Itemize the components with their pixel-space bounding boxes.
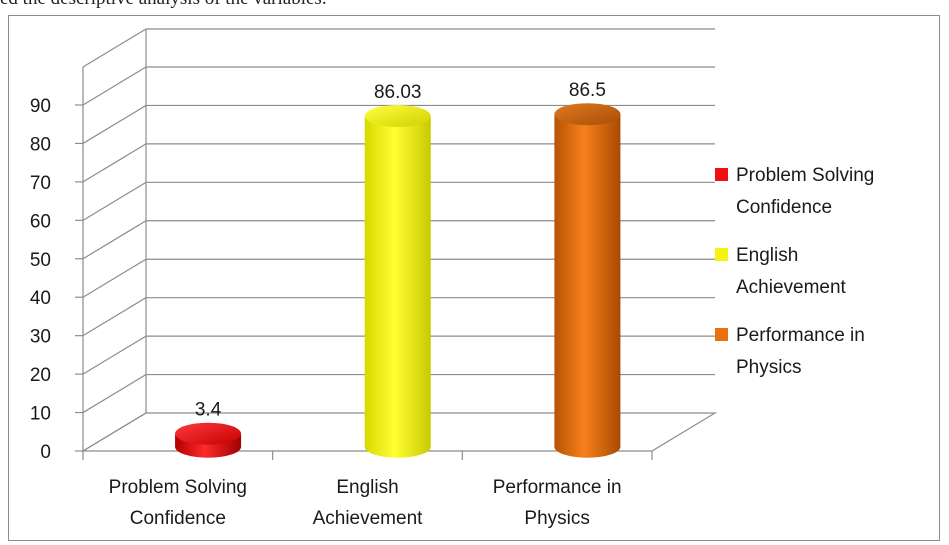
- x-category-label: Confidence: [130, 508, 226, 529]
- x-category-label: Problem Solving: [109, 477, 247, 498]
- axes: 0 10 20 30 40 50 60 70 80 90: [30, 29, 718, 463]
- bar-chart: 0 10 20 30 40 50 60 70 80 90 3.4 86.03 86.5 Problem …: [30, 28, 874, 529]
- data-label: 3.4: [195, 400, 222, 421]
- data-labels: 3.4 86.03 86.5 Problem Solving Confidence Eng…: [109, 80, 622, 529]
- chart-frame: 0 10 20 30 40 50 60 70 80 90 3.4 86.03 86.5 Problem …: [8, 15, 940, 541]
- y-tick-label: 50: [30, 250, 51, 271]
- legend: Problem Solving Confidence English Achievem…: [715, 165, 874, 378]
- gridline-30-side: [82, 297, 147, 337]
- y-tick-label: 60: [30, 211, 51, 232]
- x-category-label: Performance in: [493, 477, 622, 498]
- bar-problem-solving-confidence: [175, 422, 242, 458]
- gridline-40-side: [82, 258, 147, 298]
- y-tick-label: 0: [40, 442, 51, 463]
- legend-label: Problem Solving: [736, 165, 874, 186]
- legend-label: Confidence: [736, 197, 832, 218]
- gridline-90-side: [82, 66, 147, 106]
- bar-body: [554, 114, 621, 458]
- y-tick-label: 90: [30, 96, 51, 117]
- gridline-50-side: [82, 220, 147, 260]
- gridline-80-side: [82, 104, 147, 144]
- bar-body: [364, 116, 431, 458]
- legend-label: Achievement: [736, 277, 847, 298]
- x-category-label: Achievement: [313, 508, 424, 529]
- y-tick-label: 10: [30, 404, 51, 425]
- data-label: 86.03: [374, 82, 422, 103]
- bar-performance-in-physics: [554, 103, 621, 458]
- x-category-label: Physics: [524, 508, 589, 529]
- legend-item: English Achievement: [715, 245, 847, 298]
- legend-swatch: [715, 248, 728, 261]
- y-tick-label: 80: [30, 134, 51, 155]
- y-tick-label: 20: [30, 365, 51, 386]
- bar-top: [175, 422, 242, 445]
- x-category-label: English: [336, 477, 398, 498]
- legend-label: Physics: [736, 357, 801, 378]
- bar-top: [554, 103, 621, 126]
- legend-label: English: [736, 245, 798, 266]
- gridline-10-side: [82, 374, 147, 414]
- gridline-60-side: [82, 181, 147, 221]
- y-tick-label: 40: [30, 288, 51, 309]
- legend-label: Performance in: [736, 325, 865, 346]
- bars: [175, 103, 621, 458]
- legend-swatch: [715, 168, 728, 181]
- legend-item: Performance in Physics: [715, 325, 865, 378]
- data-label: 86.5: [569, 80, 606, 101]
- legend-item: Problem Solving Confidence: [715, 165, 874, 218]
- bar-english-achievement: [364, 105, 431, 458]
- gridline-top-side: [82, 28, 147, 68]
- legend-swatch: [715, 328, 728, 341]
- gridline-20-side: [82, 335, 147, 375]
- bar-top: [364, 105, 431, 128]
- y-tick-label: 70: [30, 173, 51, 194]
- y-tick-label: 30: [30, 327, 51, 348]
- gridline-70-side: [82, 143, 147, 183]
- caption-text: ed the descriptive analysis of the varia…: [0, 0, 949, 8]
